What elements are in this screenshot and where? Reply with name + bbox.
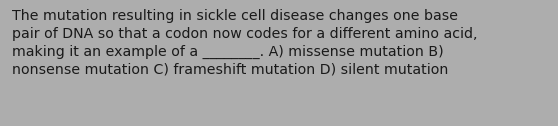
Text: The mutation resulting in sickle cell disease changes one base
pair of DNA so th: The mutation resulting in sickle cell di… <box>12 9 478 76</box>
